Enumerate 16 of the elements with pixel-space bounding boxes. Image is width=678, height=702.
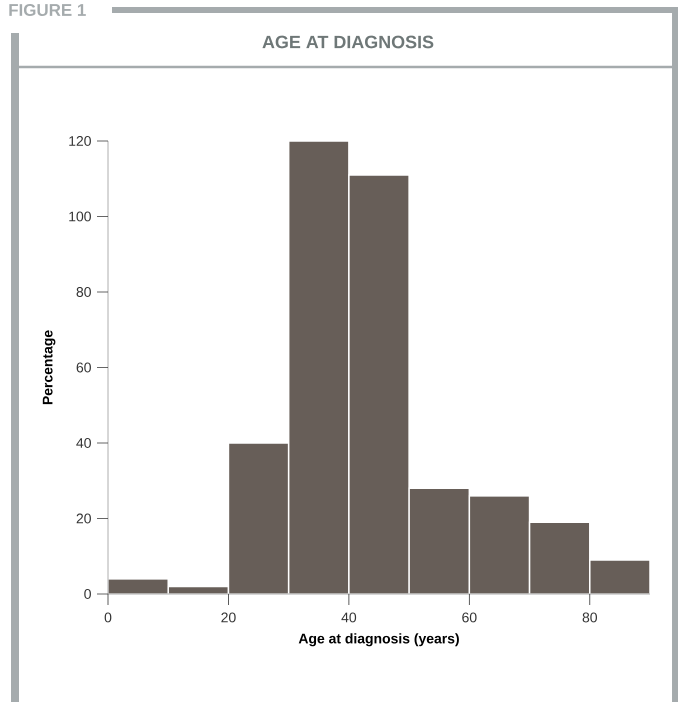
x-tick-label: 40 xyxy=(341,612,356,622)
x-tick-label: 60 xyxy=(462,612,477,622)
y-tick-label: 80 xyxy=(76,287,91,297)
x-axis-title: Age at diagnosis (years) xyxy=(298,633,459,646)
y-tick-label: 60 xyxy=(76,362,91,372)
y-tick-label: 0 xyxy=(84,589,91,599)
chart-title: AGE AT DIAGNOSIS xyxy=(262,36,434,48)
y-axis-title: Percentage xyxy=(42,330,56,404)
y-tick-label: 120 xyxy=(69,136,91,146)
y-tick-label: 100 xyxy=(69,212,91,222)
y-tick-label: 20 xyxy=(76,514,91,524)
x-tick-label: 20 xyxy=(221,612,236,622)
caption: FIGURE 1 xyxy=(9,4,86,16)
x-tick-label: 0 xyxy=(104,612,112,622)
x-tick-label: 80 xyxy=(582,612,597,622)
y-tick-label: 40 xyxy=(76,438,91,448)
